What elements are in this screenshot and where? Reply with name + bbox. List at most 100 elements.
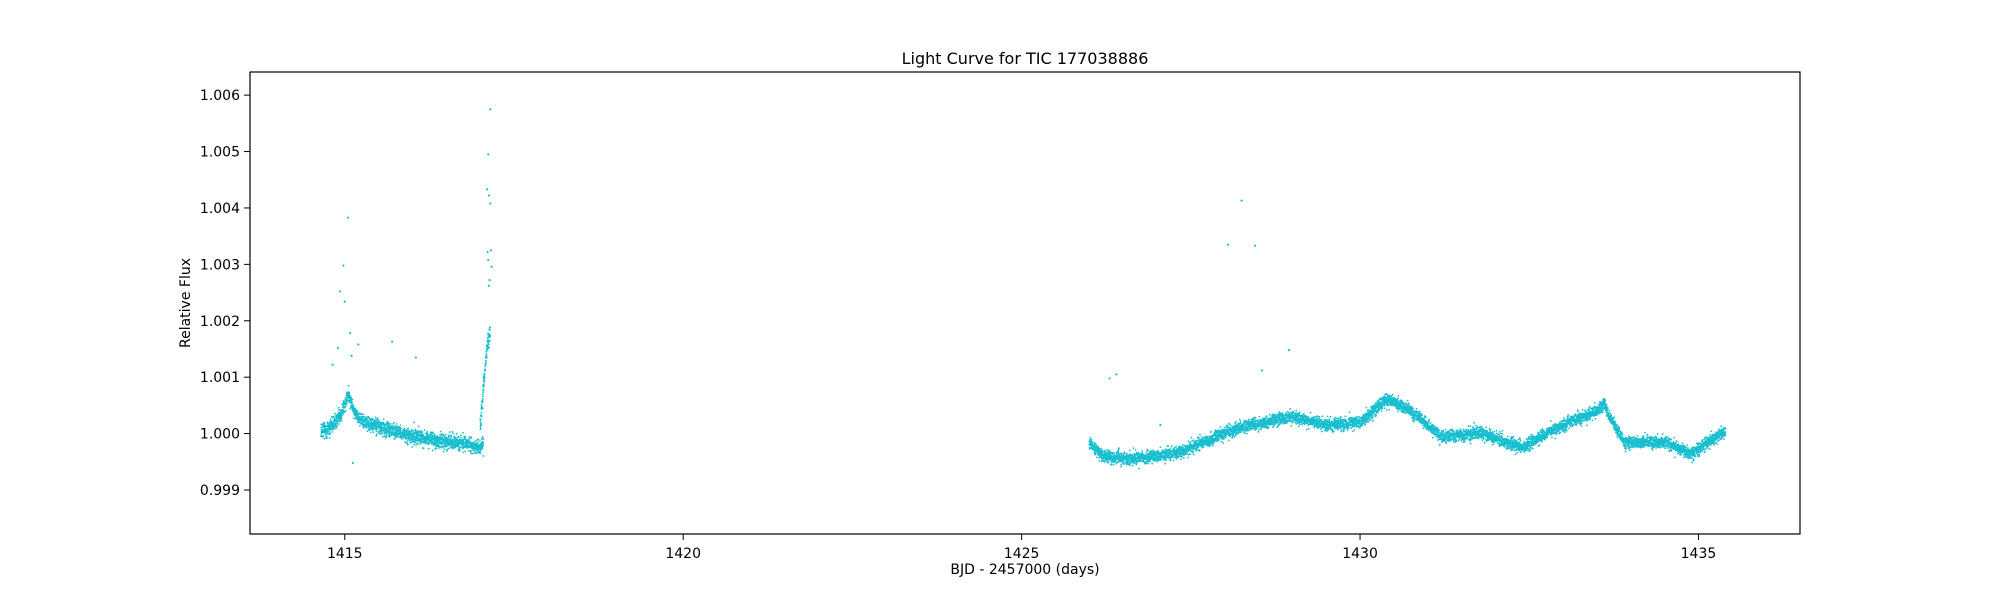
data-point [1297, 425, 1300, 428]
data-point [473, 452, 476, 455]
data-point [1172, 455, 1175, 458]
data-point [387, 420, 389, 423]
data-point [339, 412, 342, 414]
data-point [358, 415, 361, 418]
data-point [1329, 415, 1332, 418]
data-point [336, 419, 339, 422]
data-point [324, 433, 327, 436]
data-point [1198, 449, 1201, 451]
data-point [1202, 446, 1205, 448]
data-point [1242, 425, 1245, 427]
data-point [399, 424, 402, 427]
data-point [339, 419, 342, 422]
data-point [1104, 451, 1107, 453]
data-point [1307, 416, 1310, 419]
data-point [480, 411, 483, 414]
data-point [345, 403, 348, 406]
data-point [336, 422, 339, 425]
data-point [1192, 453, 1195, 456]
data-point [1147, 462, 1150, 465]
data-point [1298, 411, 1301, 414]
data-point [1181, 444, 1184, 446]
data-point [384, 431, 387, 434]
data-point [469, 452, 472, 455]
data-point [1222, 442, 1225, 444]
data-point [1182, 457, 1185, 460]
data-point [1187, 440, 1190, 443]
data-point [379, 430, 381, 433]
data-point [384, 430, 387, 433]
data-point [450, 436, 453, 438]
data-point [1337, 428, 1339, 431]
data-point [452, 432, 455, 435]
data-point [393, 421, 396, 424]
data-point [1094, 453, 1097, 456]
data-point [485, 359, 487, 362]
data-point [1305, 428, 1308, 431]
data-point [431, 449, 434, 452]
data-point [1328, 418, 1331, 421]
data-point [329, 418, 332, 421]
data-point [1200, 436, 1203, 438]
data-point [1164, 459, 1167, 462]
data-point [1227, 439, 1230, 442]
data-point [1340, 427, 1342, 430]
data-point [1212, 441, 1215, 444]
data-point [1326, 415, 1329, 418]
data-point [417, 443, 420, 445]
data-point [468, 436, 470, 439]
data-point [471, 452, 474, 455]
data-point [485, 361, 487, 364]
data-point [1120, 463, 1122, 466]
data-point [482, 388, 484, 390]
data-point [355, 414, 357, 417]
data-point [426, 441, 428, 444]
data-point [1110, 463, 1113, 465]
data-point [1103, 459, 1105, 462]
data-point [464, 450, 467, 453]
data-point [349, 407, 352, 410]
data-point [1246, 427, 1249, 430]
data-point [391, 425, 394, 428]
data-point [375, 430, 378, 433]
data-point [1265, 415, 1268, 418]
data-point [482, 438, 485, 440]
data-point [488, 347, 490, 349]
data-point [477, 438, 480, 441]
data-point [366, 430, 369, 433]
data-point [435, 447, 438, 450]
data-point [483, 378, 486, 381]
data-point [1340, 415, 1342, 418]
data-point [475, 452, 478, 455]
data-point [320, 435, 323, 438]
data-point [329, 432, 332, 435]
data-point [1251, 427, 1254, 430]
data-point [1169, 447, 1172, 450]
data-point [1159, 446, 1162, 449]
data-point [385, 433, 388, 435]
data-point [375, 434, 378, 437]
data-point [479, 440, 481, 442]
data-point [354, 408, 357, 411]
data-point [442, 450, 445, 453]
data-point [366, 417, 369, 420]
data-point [372, 431, 375, 434]
data-point [467, 449, 470, 452]
data-point [1334, 416, 1336, 419]
data-point [482, 389, 485, 392]
data-point [1172, 459, 1175, 462]
data-point [1257, 430, 1260, 433]
data-point [396, 436, 399, 438]
data-point [1135, 463, 1138, 466]
data-point [1353, 425, 1355, 428]
data-point [484, 363, 487, 366]
data-point [1257, 428, 1260, 431]
data-point [1371, 420, 1374, 422]
data-point [1226, 424, 1229, 427]
data-point [462, 451, 465, 454]
data-point [427, 447, 430, 450]
data-point [468, 438, 471, 440]
data-point [1238, 418, 1241, 421]
data-point [374, 416, 377, 419]
data-point [1187, 456, 1189, 459]
